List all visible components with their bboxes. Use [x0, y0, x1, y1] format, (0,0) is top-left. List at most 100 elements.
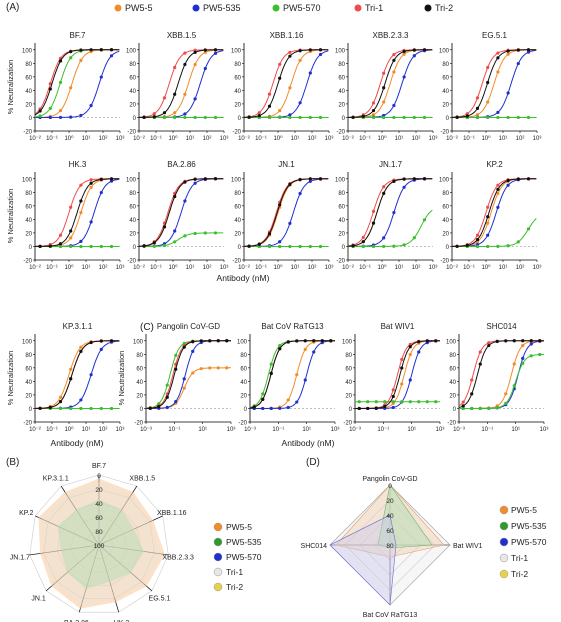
data-point: [303, 339, 307, 343]
data-point: [58, 115, 63, 120]
data-point: [434, 339, 438, 343]
radar-r-label: 40: [95, 501, 103, 508]
x-tick-label: 10⁻¹: [463, 136, 475, 142]
fit-curve: [35, 50, 120, 118]
data-point: [165, 405, 169, 409]
x-tick-label: 10³: [436, 427, 445, 433]
y-tick-label: 0: [133, 116, 137, 122]
data-point: [526, 177, 531, 181]
legend-label: PW5-5: [125, 3, 153, 13]
data-point: [69, 115, 73, 119]
data-point: [109, 48, 114, 52]
x-tick-label: 10⁰: [168, 135, 178, 142]
radar-r-label: 80: [95, 529, 103, 536]
data-point: [288, 244, 292, 249]
data-point: [152, 241, 156, 245]
data-point: [69, 377, 73, 381]
data-point: [199, 339, 203, 343]
fit-curve: [139, 49, 224, 118]
y-tick-label: -20: [23, 421, 32, 427]
data-point: [402, 115, 406, 120]
panel-title: Pangolin CoV-GD: [157, 322, 220, 331]
data-point: [152, 244, 156, 248]
data-point: [99, 244, 103, 249]
data-point: [213, 48, 218, 52]
panel-title: KP.2: [486, 160, 503, 169]
y-tick-label: 20: [25, 393, 32, 399]
y-tick-label: 80: [338, 62, 345, 68]
x-tick-label: 10⁰: [273, 264, 283, 271]
data-point: [496, 191, 500, 196]
x-tick-label: 10²: [99, 427, 108, 433]
x-tick-label: 10⁻²: [29, 136, 41, 142]
panel-title: SHC014: [486, 322, 517, 331]
y-tick-label: 80: [442, 62, 449, 68]
data-point: [496, 187, 500, 191]
data-point: [183, 180, 187, 184]
data-point: [374, 400, 378, 404]
fit-curve: [244, 178, 329, 247]
legend-marker: [354, 4, 362, 12]
x-tick-label: 10²: [203, 265, 212, 271]
data-point: [312, 350, 316, 354]
radar-area: [377, 484, 433, 549]
panel-title: XBB.1.16: [270, 31, 304, 40]
data-point: [191, 371, 195, 375]
y-tick-label: 80: [136, 353, 143, 359]
legend-label: Tri-2: [435, 3, 453, 13]
data-point: [288, 86, 292, 90]
y-tick-label: 40: [25, 89, 32, 95]
data-point: [193, 177, 197, 181]
data-point: [412, 177, 416, 181]
x-tick-label: 10⁻¹: [481, 427, 493, 433]
data-point: [79, 183, 83, 187]
data-point: [278, 343, 282, 348]
y-tick-label: 80: [234, 62, 241, 68]
data-point: [182, 341, 186, 345]
data-point: [89, 406, 93, 411]
data-point: [89, 220, 93, 224]
y-tick-label: -20: [23, 130, 32, 136]
data-point: [412, 115, 416, 120]
data-point: [79, 406, 83, 411]
x-tick-label: 10⁰: [64, 135, 74, 142]
fit-curve: [35, 340, 120, 409]
data-point: [286, 340, 290, 344]
legend-label: PW5-535: [203, 3, 241, 13]
y-tick-label: 60: [240, 366, 247, 372]
data-point: [408, 345, 412, 349]
data-point: [69, 367, 73, 371]
data-point: [504, 392, 508, 396]
data-point: [475, 113, 480, 117]
data-point: [496, 51, 500, 55]
legend-marker: [499, 569, 509, 579]
data-point: [165, 383, 169, 387]
y-axis-label: % Neutralization: [117, 351, 126, 406]
fit-curve: [458, 340, 544, 408]
curve-panel: Pangolin CoV-GD -20 0 20 40 60 80 100 10⁻³ 10⁻¹ 10…: [117, 322, 235, 433]
x-tick-label: 10³: [533, 136, 542, 142]
data-point: [371, 244, 376, 249]
data-point: [400, 400, 404, 404]
data-point: [526, 115, 531, 120]
data-point: [392, 115, 396, 120]
data-point: [382, 236, 386, 240]
x-axis-label: Antibody (nM): [282, 438, 335, 448]
y-tick-label: 20: [338, 231, 345, 237]
fit-curve: [348, 49, 433, 118]
y-tick-label: 20: [234, 102, 241, 108]
panel-title: XBB.1.5: [167, 31, 197, 40]
data-point: [496, 244, 500, 248]
data-point: [174, 400, 178, 404]
x-tick-label: 10²: [99, 265, 108, 271]
data-point: [286, 398, 290, 402]
data-point: [148, 406, 152, 410]
x-tick-label: 10³: [116, 136, 125, 142]
data-point: [162, 111, 167, 115]
data-point: [318, 177, 323, 181]
data-point: [382, 191, 386, 195]
x-tick-label: 10¹: [302, 427, 311, 433]
data-point: [496, 110, 500, 114]
radar-r-label: 20: [386, 498, 394, 505]
radar-d: 0 20 40 60 80 Pangolin CoV-GD Bat WIV1 Bat CoV …: [301, 476, 547, 619]
